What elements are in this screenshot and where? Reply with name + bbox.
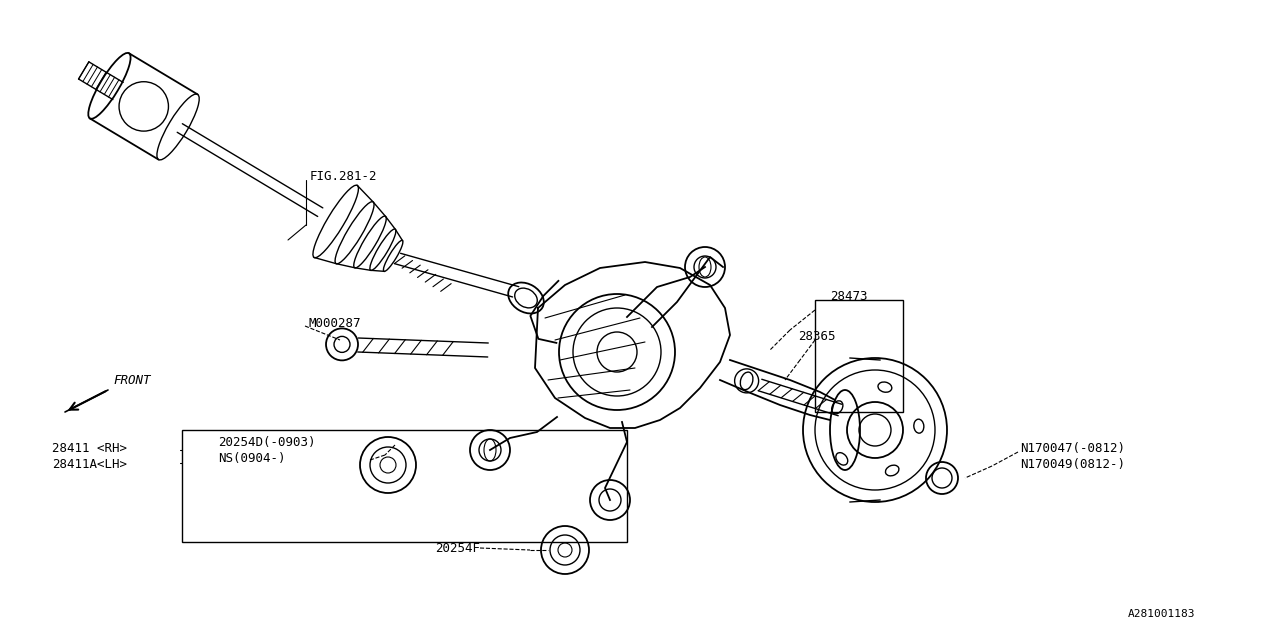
Text: N170049(0812-): N170049(0812-) xyxy=(1020,458,1125,470)
Text: 28411 <RH>: 28411 <RH> xyxy=(52,442,127,454)
Text: FIG.281-2: FIG.281-2 xyxy=(310,170,378,182)
Text: NS(0904-): NS(0904-) xyxy=(218,451,285,465)
Text: 20254D(-0903): 20254D(-0903) xyxy=(218,435,315,449)
Text: 28365: 28365 xyxy=(797,330,836,342)
Text: N170047(-0812): N170047(-0812) xyxy=(1020,442,1125,454)
Text: A281001183: A281001183 xyxy=(1128,609,1196,619)
Text: M000287: M000287 xyxy=(308,317,361,330)
Bar xyxy=(182,430,627,542)
Text: 28473: 28473 xyxy=(829,289,868,303)
Text: FRONT: FRONT xyxy=(113,374,151,387)
Text: 28411A<LH>: 28411A<LH> xyxy=(52,458,127,470)
Text: 20254F: 20254F xyxy=(435,541,480,554)
Bar xyxy=(815,300,902,412)
